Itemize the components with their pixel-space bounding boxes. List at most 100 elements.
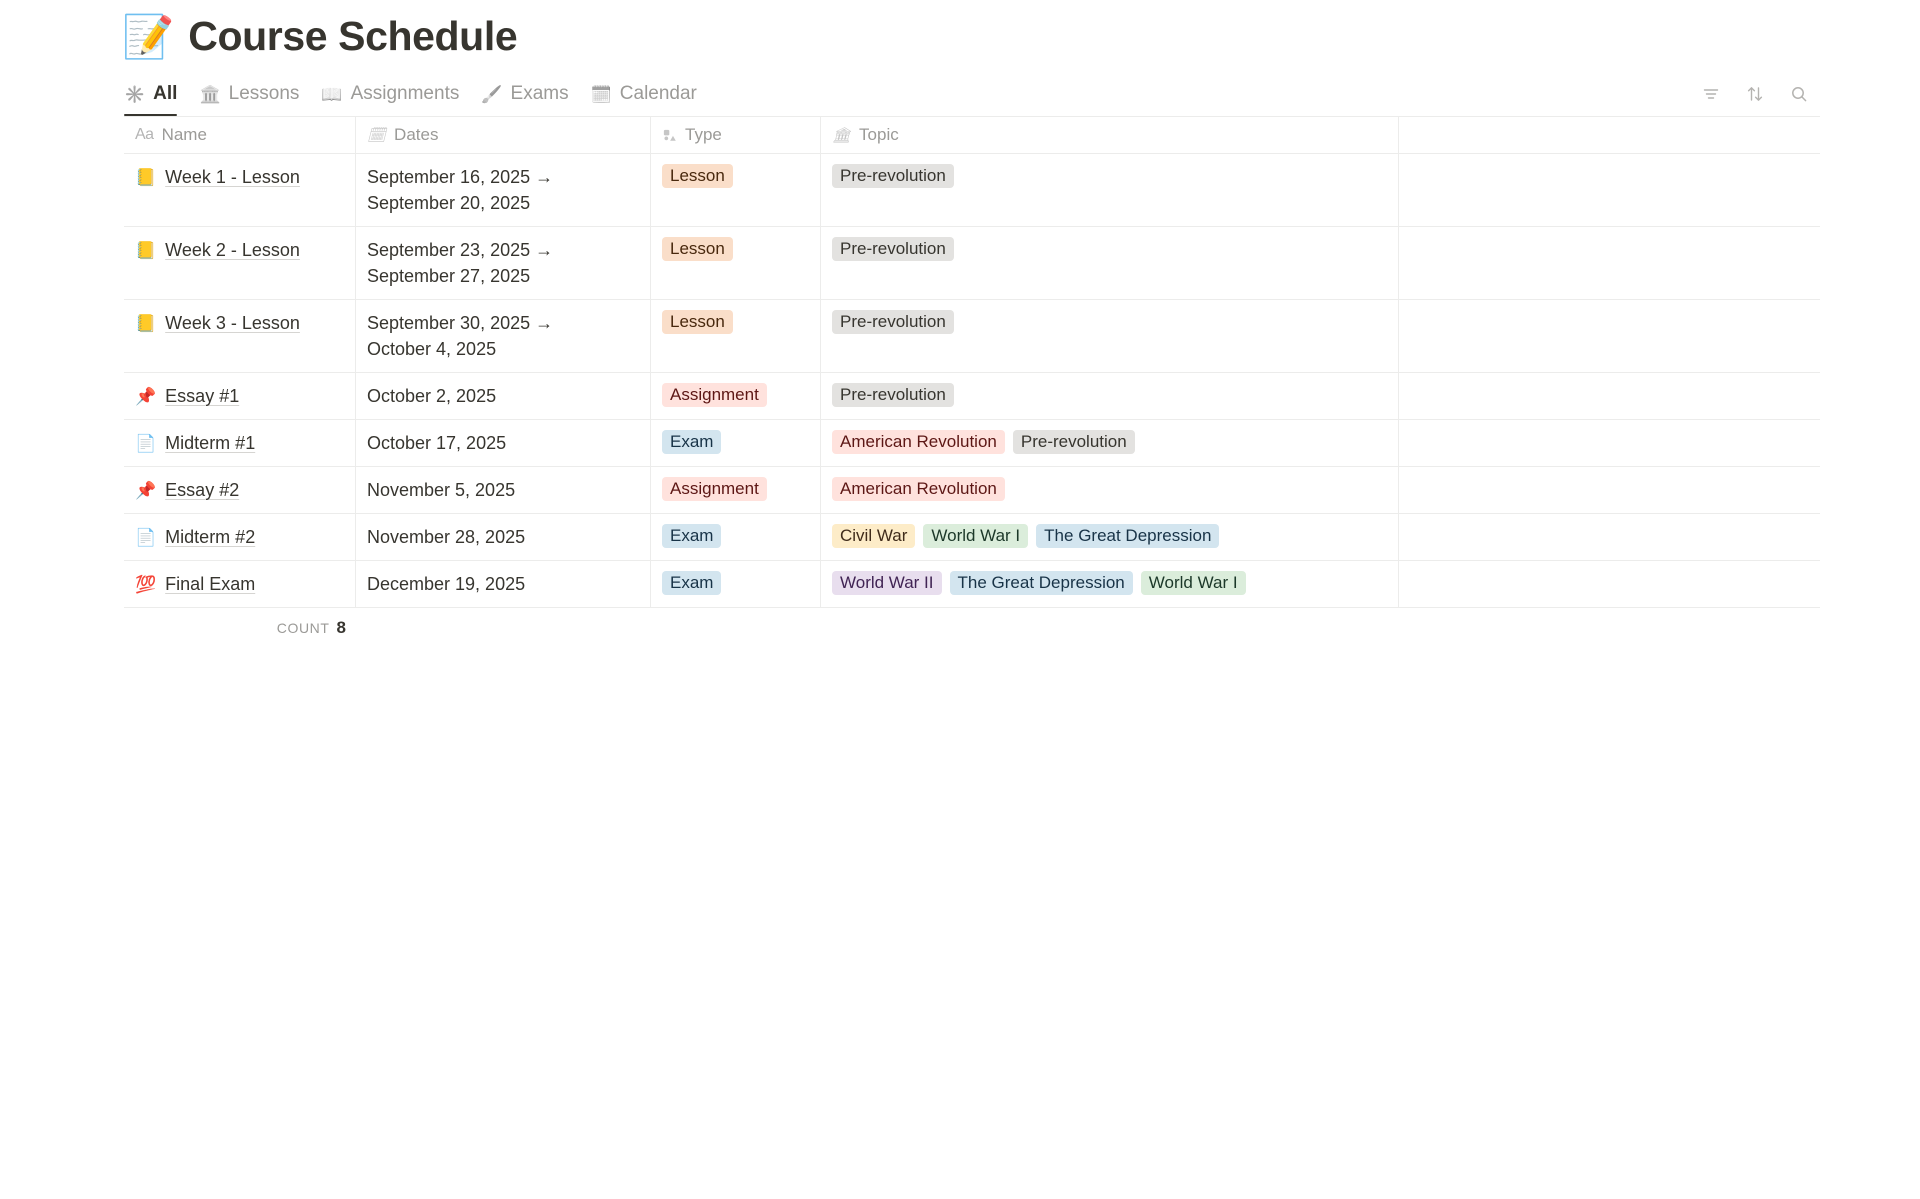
column-header-name-label: Name	[161, 125, 207, 144]
date-start: October 2, 2025	[367, 386, 497, 406]
row-title-link[interactable]: Week 2 - Lesson	[165, 240, 300, 260]
column-header-name[interactable]: Aa Name	[124, 117, 356, 153]
row-emoji-icon: 📄	[135, 434, 157, 453]
cell-dates[interactable]: November 5, 2025	[356, 467, 651, 513]
table-row[interactable]: 📒 Week 2 - Lesson September 23, 2025 → Sept…	[124, 227, 1820, 300]
cell-empty[interactable]	[1399, 300, 1820, 372]
row-title-link[interactable]: Midterm #1	[165, 433, 256, 453]
type-tag: Exam	[662, 430, 722, 454]
cell-topic[interactable]: American Revolution Pre-revolution	[821, 420, 1399, 466]
cell-dates[interactable]: September 16, 2025 → September 20, 2025	[356, 154, 651, 226]
table-row[interactable]: 📄 Midterm #1 October 17, 2025 Exam American …	[124, 420, 1820, 467]
date-start: September 16, 2025 →	[367, 167, 554, 187]
topic-tag: Pre-revolution	[1012, 430, 1135, 454]
cell-empty[interactable]	[1399, 227, 1820, 299]
count-value: 8	[336, 618, 346, 637]
row-title-link[interactable]: Final Exam	[165, 574, 256, 594]
topic-tag: The Great Depression	[949, 571, 1133, 595]
cell-type[interactable]: Lesson	[651, 227, 821, 299]
cell-type[interactable]: Lesson	[651, 154, 821, 226]
calendar-icon: 🗓️	[590, 84, 612, 104]
row-emoji-icon: 📒	[135, 241, 157, 260]
type-tag: Exam	[662, 571, 722, 595]
tab-label: Exams	[510, 83, 569, 104]
cell-dates[interactable]: November 28, 2025	[356, 514, 651, 560]
topic-tag: American Revolution	[832, 477, 1005, 501]
cell-name[interactable]: 📄 Midterm #2	[124, 514, 356, 560]
topic-tag: Pre-revolution	[832, 237, 954, 261]
date-start: September 23, 2025 →	[367, 240, 554, 260]
date-start: November 28, 2025	[367, 527, 526, 547]
search-icon[interactable]	[1788, 83, 1810, 105]
type-tag: Exam	[662, 524, 722, 548]
row-title-link[interactable]: Week 1 - Lesson	[165, 167, 300, 187]
cell-type[interactable]: Assignment	[651, 467, 821, 513]
cell-empty[interactable]	[1399, 373, 1820, 419]
cell-empty[interactable]	[1399, 154, 1820, 226]
table-row[interactable]: 📒 Week 3 - Lesson September 30, 2025 → Octo…	[124, 300, 1820, 373]
tab-lessons[interactable]: 🏛️ Lessons	[188, 72, 310, 116]
cell-name[interactable]: 📒 Week 3 - Lesson	[124, 300, 356, 372]
topic-tag: Civil War	[832, 524, 916, 548]
cell-type[interactable]: Exam	[651, 420, 821, 466]
table-row[interactable]: 📌 Essay #2 November 5, 2025 Assignment Ameri…	[124, 467, 1820, 514]
tab-label: Assignments	[350, 83, 460, 104]
cell-name[interactable]: 📌 Essay #2	[124, 467, 356, 513]
date-start: November 5, 2025	[367, 480, 516, 500]
table-row[interactable]: 📒 Week 1 - Lesson September 16, 2025 → Sept…	[124, 154, 1820, 227]
cell-topic[interactable]: Civil War World War I The Great Depression	[821, 514, 1399, 560]
select-type-icon	[662, 128, 677, 143]
count-cell[interactable]: COUNT 8	[124, 608, 356, 648]
tab-assignments[interactable]: 📖 Assignments	[310, 72, 470, 116]
cell-name[interactable]: 📄 Midterm #1	[124, 420, 356, 466]
text-type-icon: Aa	[135, 126, 154, 143]
column-header-empty[interactable]	[1399, 117, 1820, 153]
table-row[interactable]: 📄 Midterm #2 November 28, 2025 Exam Civil Wa…	[124, 514, 1820, 561]
cell-name[interactable]: 📌 Essay #1	[124, 373, 356, 419]
cell-dates[interactable]: October 2, 2025	[356, 373, 651, 419]
cell-empty[interactable]	[1399, 420, 1820, 466]
column-header-topic[interactable]: 🏛 Topic	[821, 117, 1399, 153]
cell-empty[interactable]	[1399, 514, 1820, 560]
table-row[interactable]: 📌 Essay #1 October 2, 2025 Assignment Pre-re…	[124, 373, 1820, 420]
cell-topic[interactable]: Pre-revolution	[821, 154, 1399, 226]
table-row[interactable]: 💯 Final Exam December 19, 2025 Exam World Wa…	[124, 561, 1820, 608]
row-title-link[interactable]: Essay #1	[165, 386, 240, 406]
row-emoji-icon: 📒	[135, 314, 157, 333]
filter-icon[interactable]	[1700, 83, 1722, 105]
tab-all[interactable]: ✳️ All	[124, 72, 188, 116]
cell-topic[interactable]: Pre-revolution	[821, 300, 1399, 372]
cell-topic[interactable]: American Revolution	[821, 467, 1399, 513]
sort-icon[interactable]	[1744, 83, 1766, 105]
row-emoji-icon: 📌	[135, 481, 157, 500]
table-footer: COUNT 8	[124, 608, 1820, 648]
row-title-link[interactable]: Midterm #2	[165, 527, 256, 547]
tab-calendar[interactable]: 🗓️ Calendar	[580, 72, 708, 116]
row-title-link[interactable]: Week 3 - Lesson	[165, 313, 300, 333]
cell-dates[interactable]: September 23, 2025 → September 27, 2025	[356, 227, 651, 299]
cell-empty[interactable]	[1399, 561, 1820, 607]
cell-topic[interactable]: Pre-revolution	[821, 227, 1399, 299]
cell-name[interactable]: 📒 Week 2 - Lesson	[124, 227, 356, 299]
table-body: 📒 Week 1 - Lesson September 16, 2025 → Sept…	[124, 154, 1820, 608]
column-header-dates[interactable]: 🗓 Dates	[356, 117, 651, 153]
cell-dates[interactable]: October 17, 2025	[356, 420, 651, 466]
cell-dates[interactable]: December 19, 2025	[356, 561, 651, 607]
cell-topic[interactable]: World War II The Great Depression World Wa…	[821, 561, 1399, 607]
tab-exams[interactable]: 🖌️ Exams	[470, 72, 579, 116]
column-header-type[interactable]: Type	[651, 117, 821, 153]
cell-type[interactable]: Exam	[651, 561, 821, 607]
cell-dates[interactable]: September 30, 2025 → October 4, 2025	[356, 300, 651, 372]
page-title: 📝 Course Schedule	[0, 0, 1920, 62]
cell-topic[interactable]: Pre-revolution	[821, 373, 1399, 419]
row-title-link[interactable]: Essay #2	[165, 480, 240, 500]
date-end: September 20, 2025	[367, 193, 531, 213]
cell-name[interactable]: 💯 Final Exam	[124, 561, 356, 607]
cell-name[interactable]: 📒 Week 1 - Lesson	[124, 154, 356, 226]
cell-type[interactable]: Exam	[651, 514, 821, 560]
cell-type[interactable]: Assignment	[651, 373, 821, 419]
cell-type[interactable]: Lesson	[651, 300, 821, 372]
topic-tag: American Revolution	[832, 430, 1005, 454]
topic-tag: World War I	[923, 524, 1029, 548]
cell-empty[interactable]	[1399, 467, 1820, 513]
